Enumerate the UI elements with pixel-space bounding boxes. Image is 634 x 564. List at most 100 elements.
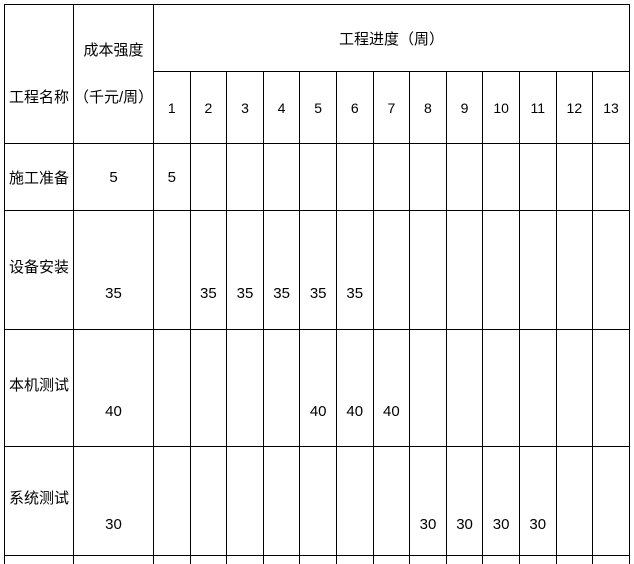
week-cell (262, 329, 301, 447)
week-cell (482, 143, 520, 211)
empty-cell (409, 555, 447, 564)
week-cell (189, 329, 228, 447)
task-row: 施工准备 5 5 (4, 143, 630, 211)
week-cell (592, 329, 630, 447)
week-cell (153, 446, 191, 556)
week-value: 35 (236, 284, 254, 302)
week-value: 5 (167, 168, 176, 186)
week-number-11: 11 (518, 71, 557, 144)
week-cell (372, 446, 411, 556)
week-cell (518, 210, 557, 330)
week-cell: 40 (299, 329, 337, 447)
week-cell (555, 210, 594, 330)
empty-cell (518, 555, 557, 564)
task-name: 本机测试 (8, 376, 69, 394)
week-number-12: 12 (555, 71, 594, 144)
cost-value: 40 (105, 402, 122, 420)
week-number-4: 4 (262, 71, 301, 144)
progress-header-cell: 工程进度（周） (153, 4, 630, 72)
week-cell (409, 329, 447, 447)
week-number-3: 3 (226, 71, 264, 144)
spacer-line (6, 27, 73, 74)
week-cell (518, 329, 557, 447)
week-cell: 30 (482, 446, 520, 556)
week-number-5: 5 (299, 71, 337, 144)
week-value: 40 (346, 402, 364, 420)
empty-cell (189, 555, 228, 564)
task-name: 设备安装 (8, 258, 69, 276)
week-number-row: 1 2 3 4 5 6 7 8 9 10 11 12 13 (5, 71, 630, 144)
cost-value: 30 (105, 515, 122, 533)
week-number-7: 7 (372, 71, 411, 144)
week-cell (226, 446, 264, 556)
week-cell: 30 (445, 446, 484, 556)
week-cell: 30 (518, 446, 557, 556)
empty-cell (226, 555, 264, 564)
cut-off-row (4, 555, 630, 564)
week-number-9: 9 (445, 71, 484, 144)
week-cell (262, 143, 301, 211)
week-value: 35 (309, 284, 327, 302)
week-cell (482, 329, 520, 447)
empty-cell (445, 555, 484, 564)
week-cell (555, 329, 594, 447)
empty-cell (482, 555, 520, 564)
task-cost-cell: 30 (73, 446, 154, 556)
cost-header-line2: （千元/周） (74, 89, 154, 106)
task-name-cell: 设备安装 (4, 210, 74, 330)
week-cell (226, 143, 264, 211)
cost-value: 5 (109, 168, 118, 186)
week-cell (518, 143, 557, 211)
week-value: 35 (346, 284, 364, 302)
cost-header-line1: 成本强度 (83, 42, 144, 59)
week-cell (445, 210, 484, 330)
empty-cell (335, 555, 374, 564)
task-name-cell: 本机测试 (4, 329, 74, 447)
name-header-block: 工程名称 (6, 27, 73, 121)
week-cell (189, 143, 228, 211)
week-cell (262, 446, 301, 556)
week-cell (189, 446, 228, 556)
week-cell (482, 210, 520, 330)
task-row: 系统测试 30 30 30 30 30 (4, 446, 630, 556)
header-row-top: 工程名称 成本强度 （千元/周） 工程进度（周） (4, 4, 630, 144)
week-cell: 40 (335, 329, 374, 447)
week-cell: 35 (189, 210, 228, 330)
empty-cell (262, 555, 301, 564)
empty-cell (153, 555, 191, 564)
week-number-6: 6 (335, 71, 374, 144)
empty-cell (592, 555, 630, 564)
week-cell: 35 (299, 210, 337, 330)
week-cell (372, 210, 411, 330)
week-cell: 35 (262, 210, 301, 330)
task-cost-cell: 40 (73, 329, 154, 447)
empty-cell (4, 555, 74, 564)
week-cell (153, 210, 191, 330)
week-cell (335, 143, 374, 211)
week-cell: 35 (226, 210, 264, 330)
week-cell: 40 (372, 329, 411, 447)
task-row: 本机测试 40 40 40 40 (4, 329, 630, 447)
empty-cell (555, 555, 594, 564)
week-number-10: 10 (482, 71, 520, 144)
week-number-2: 2 (189, 71, 228, 144)
task-cost-cell: 5 (73, 143, 154, 211)
task-row: 设备安装 35 35 35 35 35 35 (4, 210, 630, 330)
week-cell (409, 143, 447, 211)
week-cell (445, 329, 484, 447)
task-name-cell: 系统测试 (4, 446, 74, 556)
week-number-13: 13 (592, 71, 630, 144)
task-name-cell: 施工准备 (4, 143, 74, 211)
cost-column-header-cell: 成本强度 （千元/周） (73, 4, 154, 144)
empty-cell (372, 555, 411, 564)
week-cell (226, 329, 264, 447)
name-header-label: 工程名称 (8, 89, 69, 106)
week-value: 35 (273, 284, 290, 302)
week-value: 40 (309, 402, 327, 420)
week-cell (592, 210, 630, 330)
cost-header-block: 成本强度 （千元/周） (74, 27, 154, 121)
week-cell (555, 143, 594, 211)
week-number-1: 1 (153, 71, 191, 144)
week-cell (372, 143, 411, 211)
week-cell (445, 143, 484, 211)
